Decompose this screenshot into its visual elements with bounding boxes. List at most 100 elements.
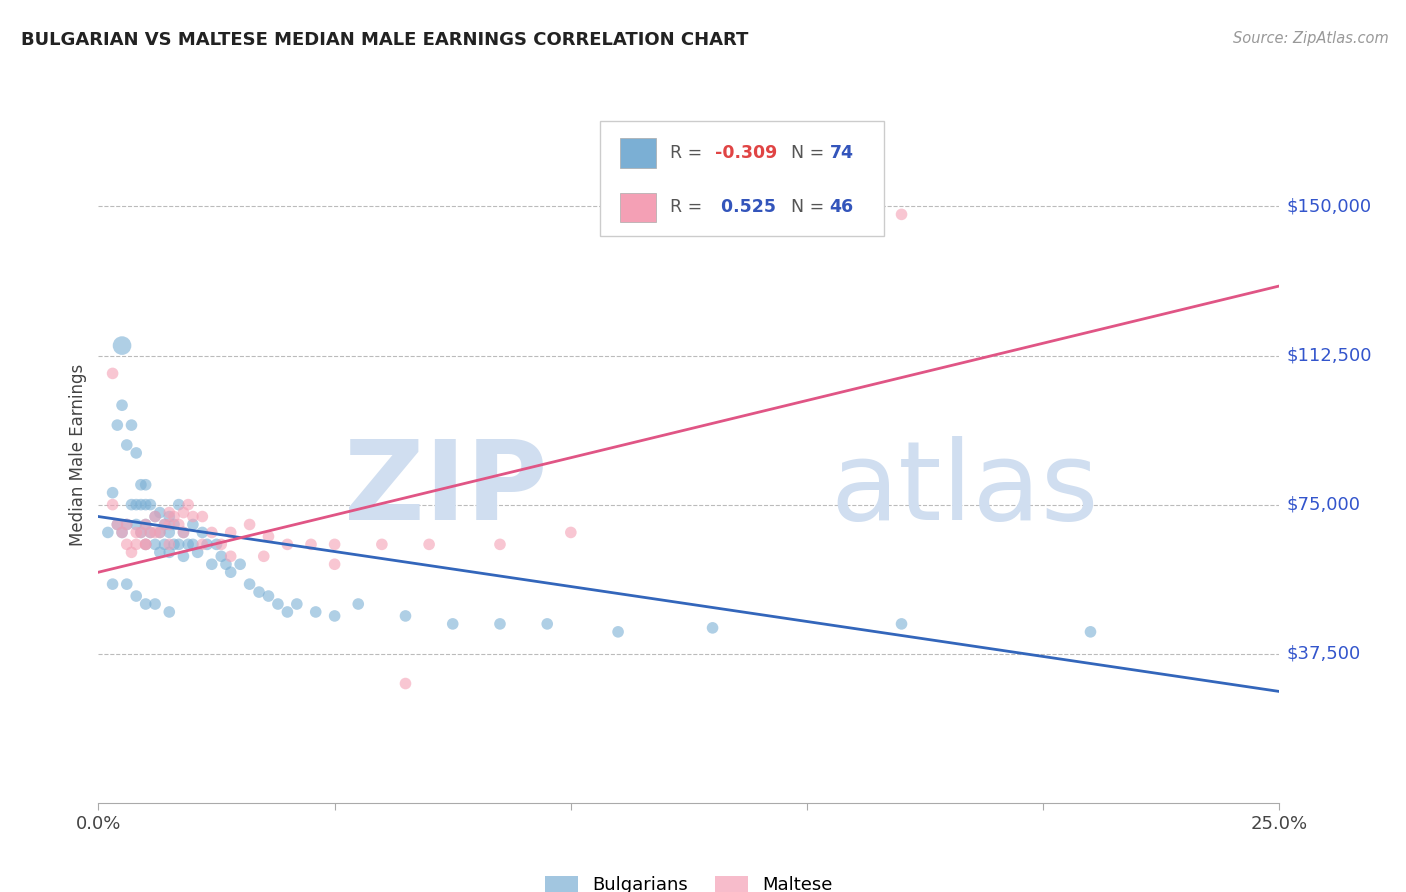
Point xyxy=(157,545,180,559)
Point xyxy=(323,609,346,624)
Point xyxy=(149,525,172,540)
Point xyxy=(135,537,157,551)
Point xyxy=(139,525,162,540)
Point xyxy=(97,525,120,540)
Point xyxy=(153,517,176,532)
Point xyxy=(177,498,200,512)
Text: N =: N = xyxy=(780,144,830,162)
Point xyxy=(153,517,176,532)
Text: R =: R = xyxy=(671,144,707,162)
Point xyxy=(209,549,232,564)
Point xyxy=(209,537,232,551)
Point xyxy=(607,624,630,639)
Point xyxy=(219,525,242,540)
Point xyxy=(101,367,124,381)
Point xyxy=(163,537,186,551)
Point xyxy=(135,537,157,551)
Point xyxy=(276,605,298,619)
Point xyxy=(890,616,912,631)
Point xyxy=(560,525,582,540)
Point xyxy=(890,207,912,221)
Point xyxy=(139,498,162,512)
Text: atlas: atlas xyxy=(831,436,1099,543)
Point xyxy=(115,438,138,452)
Point xyxy=(115,517,138,532)
Point xyxy=(149,506,172,520)
Point xyxy=(257,589,280,603)
Point xyxy=(129,477,152,491)
Point xyxy=(129,498,152,512)
FancyBboxPatch shape xyxy=(620,193,655,222)
Text: R =: R = xyxy=(671,198,707,216)
Point xyxy=(139,525,162,540)
Point xyxy=(121,545,143,559)
Point xyxy=(394,676,416,690)
Point xyxy=(201,525,224,540)
Point xyxy=(105,517,128,532)
Point xyxy=(143,525,166,540)
Point xyxy=(1080,624,1102,639)
Legend: Bulgarians, Maltese: Bulgarians, Maltese xyxy=(538,869,839,892)
Point xyxy=(157,525,180,540)
Point xyxy=(101,485,124,500)
Point xyxy=(135,537,157,551)
Point xyxy=(163,517,186,532)
Point xyxy=(239,517,262,532)
Point xyxy=(167,537,190,551)
Point xyxy=(129,525,152,540)
Text: 46: 46 xyxy=(830,198,853,216)
Text: $75,000: $75,000 xyxy=(1286,496,1361,514)
Point xyxy=(181,537,204,551)
Point xyxy=(172,525,194,540)
Point xyxy=(157,517,180,532)
Point xyxy=(253,549,276,564)
Point xyxy=(172,549,194,564)
Point xyxy=(229,558,252,572)
Text: -0.309: -0.309 xyxy=(714,144,778,162)
Point xyxy=(105,517,128,532)
Text: Source: ZipAtlas.com: Source: ZipAtlas.com xyxy=(1233,31,1389,46)
Point xyxy=(441,616,464,631)
Point xyxy=(115,517,138,532)
Point xyxy=(115,577,138,591)
Point xyxy=(195,537,218,551)
Point xyxy=(121,418,143,433)
Text: 74: 74 xyxy=(830,144,853,162)
FancyBboxPatch shape xyxy=(600,121,884,235)
Point xyxy=(143,597,166,611)
Text: N =: N = xyxy=(780,198,830,216)
Point xyxy=(135,517,157,532)
Point xyxy=(323,537,346,551)
Point xyxy=(157,605,180,619)
Point xyxy=(157,509,180,524)
Point xyxy=(111,525,134,540)
Point xyxy=(143,509,166,524)
Point xyxy=(285,597,308,611)
Point xyxy=(247,585,270,599)
Point xyxy=(172,506,194,520)
Text: $37,500: $37,500 xyxy=(1286,645,1361,663)
Point xyxy=(143,537,166,551)
Point xyxy=(191,525,214,540)
Point xyxy=(394,609,416,624)
Point xyxy=(702,621,724,635)
Point xyxy=(257,529,280,543)
Point xyxy=(111,398,134,412)
Text: $150,000: $150,000 xyxy=(1286,197,1372,216)
Point xyxy=(115,537,138,551)
Text: BULGARIAN VS MALTESE MEDIAN MALE EARNINGS CORRELATION CHART: BULGARIAN VS MALTESE MEDIAN MALE EARNING… xyxy=(21,31,748,49)
Point xyxy=(181,509,204,524)
Point xyxy=(181,517,204,532)
Point xyxy=(219,549,242,564)
Point xyxy=(111,338,134,352)
Point xyxy=(167,517,190,532)
Point xyxy=(323,558,346,572)
Point xyxy=(101,498,124,512)
Point xyxy=(536,616,558,631)
Point xyxy=(371,537,394,551)
Point xyxy=(149,545,172,559)
Point xyxy=(149,525,172,540)
Point xyxy=(135,477,157,491)
Point xyxy=(201,558,224,572)
Point xyxy=(125,537,148,551)
